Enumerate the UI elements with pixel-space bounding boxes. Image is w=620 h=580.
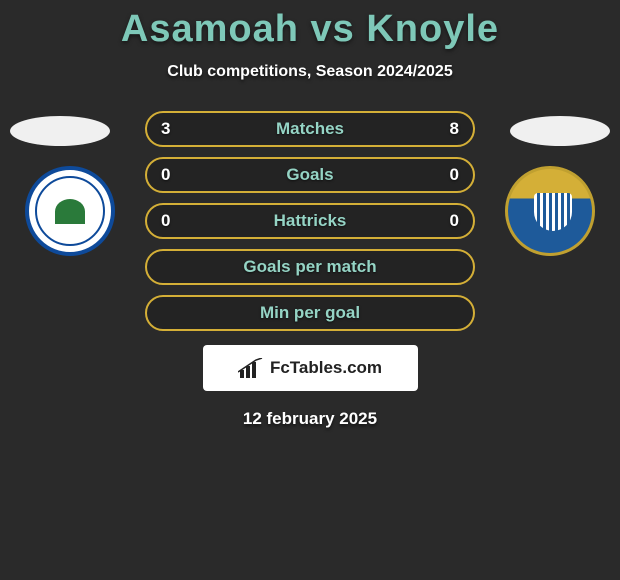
stat-left-value: 0 <box>161 165 170 185</box>
stat-label: Goals per match <box>243 257 376 277</box>
stats-column: 3 Matches 8 0 Goals 0 0 Hattricks 0 Goal… <box>145 111 475 331</box>
club-badge-left <box>25 166 115 256</box>
stockport-shield-icon <box>534 193 572 231</box>
stat-right-value: 0 <box>450 165 459 185</box>
stat-label: Goals <box>286 165 333 185</box>
fctables-chart-icon <box>238 358 264 378</box>
brand-text: FcTables.com <box>270 358 382 378</box>
stat-label: Matches <box>276 119 344 139</box>
stat-label: Min per goal <box>260 303 360 323</box>
stat-row-min-per-goal: Min per goal <box>145 295 475 331</box>
stat-row-goals: 0 Goals 0 <box>145 157 475 193</box>
stat-right-value: 8 <box>450 119 459 139</box>
stat-row-matches: 3 Matches 8 <box>145 111 475 147</box>
stat-label: Hattricks <box>274 211 347 231</box>
flag-right <box>510 116 610 146</box>
page-title: Asamoah vs Knoyle <box>0 0 620 51</box>
stat-row-goals-per-match: Goals per match <box>145 249 475 285</box>
club-badge-right <box>505 166 595 256</box>
subtitle: Club competitions, Season 2024/2025 <box>0 63 620 81</box>
stat-left-value: 0 <box>161 211 170 231</box>
stockport-crown-icon <box>540 177 566 189</box>
wigan-tree-icon <box>55 199 85 224</box>
stat-left-value: 3 <box>161 119 170 139</box>
brand-box[interactable]: FcTables.com <box>203 345 418 391</box>
stat-right-value: 0 <box>450 211 459 231</box>
stat-row-hattricks: 0 Hattricks 0 <box>145 203 475 239</box>
flag-left <box>10 116 110 146</box>
comparison-area: 3 Matches 8 0 Goals 0 0 Hattricks 0 Goal… <box>0 111 620 429</box>
date-text: 12 february 2025 <box>0 409 620 429</box>
